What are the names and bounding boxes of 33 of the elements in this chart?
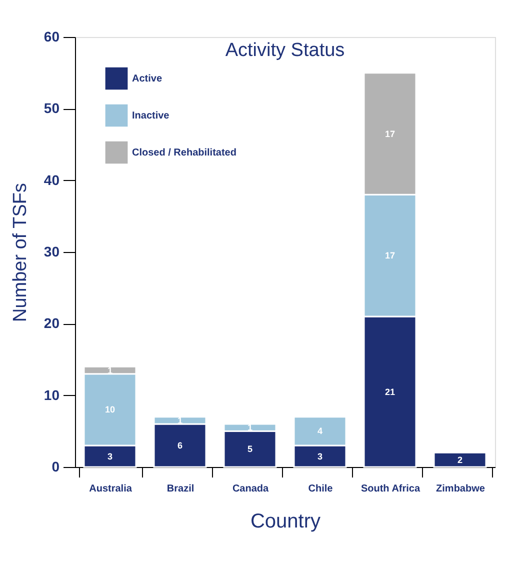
y-tick-label: 30 [44,244,60,260]
data-label: 4 [317,426,323,436]
legend-label: Closed / Rehabilitated [132,148,236,158]
data-label: 21 [384,386,396,397]
y-tick-label: 40 [44,172,60,188]
data-label: 17 [384,250,396,261]
legend-label: Active [132,74,162,84]
x-tick-label: Zimbabwe [436,484,486,494]
x-tick-label: Australia [89,484,132,494]
x-tick-label: Canada [232,484,269,494]
chart-title: Activity Status [225,40,345,61]
y-tick-label: 10 [44,386,60,403]
data-label: 10 [104,404,116,415]
data-label: 1 [247,422,253,433]
y-tick-label: 50 [44,100,60,116]
y-tick-label: 60 [44,28,60,44]
y-tick-label: 20 [44,315,60,332]
bar [433,452,487,468]
data-label: 1 [107,365,113,376]
data-label: 1 [177,415,183,426]
x-tick-label: South Africa [360,484,420,494]
x-axis-title: Country [250,510,321,532]
data-label: 6 [177,440,183,450]
legend-label: Inactive [132,110,170,122]
x-tick-label: Chile [308,484,334,494]
data-label: 2 [457,454,463,465]
data-label: 3 [317,451,323,462]
data-label: 17 [384,128,396,139]
y-tick-label: 0 [52,458,60,474]
x-tick-label: Brazil [166,484,194,494]
data-label: 5 [247,444,253,454]
data-label: 3 [107,451,113,462]
y-axis-title: Number of TSFs [10,182,31,322]
